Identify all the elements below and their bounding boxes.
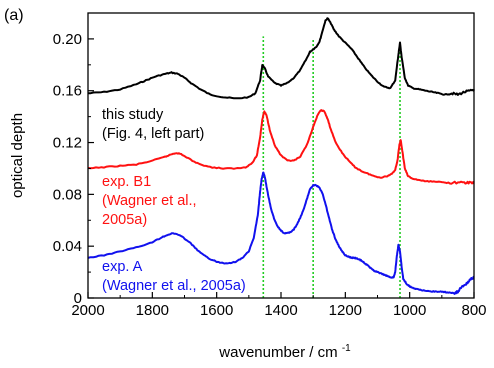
x-tick-label-1: 1800 [136, 302, 169, 319]
x-axis-label: wavenumber / cm -1 [218, 343, 351, 361]
y-tick-label-0: 0 [74, 290, 82, 307]
x-tick-label-4: 1200 [329, 302, 362, 319]
series-annotation-1-0: exp. B1 [102, 174, 151, 190]
y-tick-label-3: 0.12 [53, 135, 82, 152]
series-annotation-2-1: (Wagner et al., 2005a) [102, 278, 246, 294]
x-tick-label-6: 800 [461, 302, 486, 319]
series-annotation-1-1: (Wagner et al., [102, 193, 197, 209]
y-tick-label-4: 0.16 [53, 83, 82, 100]
x-tick-label-3: 1400 [264, 302, 297, 319]
series-annotation-1-2: 2005a) [102, 212, 147, 228]
series-annotation-0-0: this study [102, 107, 164, 123]
series-annotation-2-0: exp. A [102, 259, 143, 275]
series-layer [87, 17, 475, 295]
x-tick-label-5: 1000 [393, 302, 426, 319]
x-tick-label-0: 2000 [71, 302, 104, 319]
panel-label: (a) [4, 7, 24, 24]
series-annotations: this study (Fig. 4, left part) exp. B1 (Wag… [102, 107, 246, 294]
x-axis-ticks: 2000 1800 1600 1400 1200 1000 800 [71, 292, 487, 319]
series-line-1 [87, 109, 475, 185]
y-tick-label-5: 0.20 [53, 31, 82, 48]
y-axis-ticks: 0 0.04 0.08 0.12 0.16 0.20 [53, 31, 94, 307]
series-line-0 [87, 17, 475, 100]
series-annotation-0-1: (Fig. 4, left part) [102, 126, 204, 142]
x-tick-label-2: 1600 [200, 302, 233, 319]
x-axis-label-text: wavenumber / cm [218, 344, 337, 361]
reference-lines [262, 36, 401, 298]
series-line-2 [87, 171, 475, 295]
y-axis-label: optical depth [9, 113, 26, 198]
x-axis-label-superscript: -1 [342, 343, 351, 354]
y-tick-label-1: 0.04 [53, 238, 82, 255]
y-tick-label-2: 0.08 [53, 186, 82, 203]
